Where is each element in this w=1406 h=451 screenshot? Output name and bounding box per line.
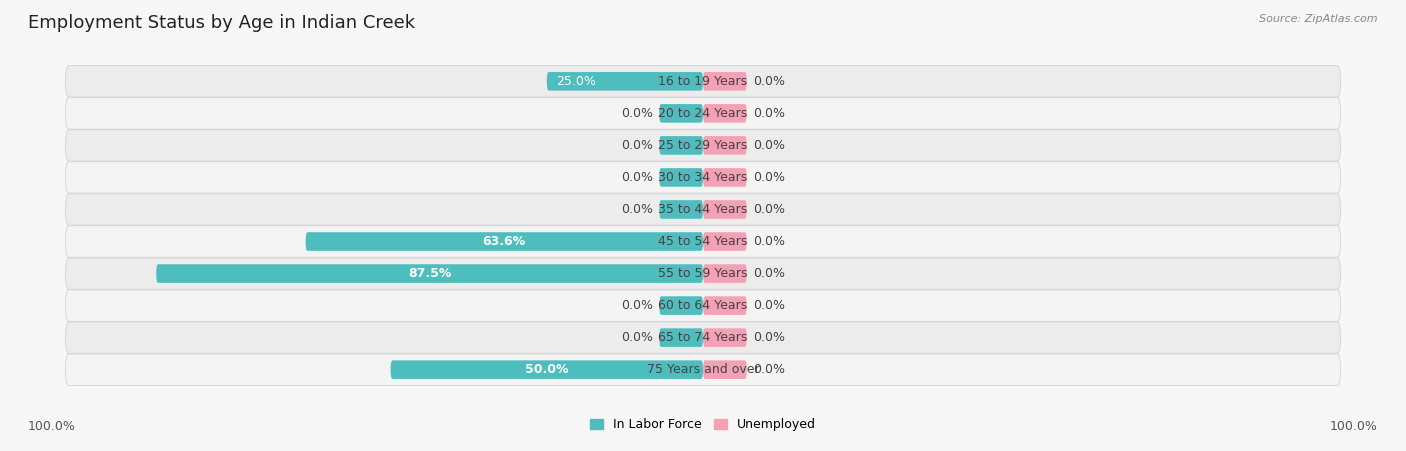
Text: 0.0%: 0.0% xyxy=(754,363,785,376)
FancyBboxPatch shape xyxy=(659,168,703,187)
Text: Source: ZipAtlas.com: Source: ZipAtlas.com xyxy=(1260,14,1378,23)
FancyBboxPatch shape xyxy=(703,328,747,347)
Text: 0.0%: 0.0% xyxy=(754,75,785,88)
FancyBboxPatch shape xyxy=(703,136,747,155)
Text: 30 to 34 Years: 30 to 34 Years xyxy=(658,171,748,184)
Text: 0.0%: 0.0% xyxy=(754,267,785,280)
FancyBboxPatch shape xyxy=(66,162,1340,193)
Text: 65 to 74 Years: 65 to 74 Years xyxy=(658,331,748,344)
FancyBboxPatch shape xyxy=(659,328,703,347)
Legend: In Labor Force, Unemployed: In Labor Force, Unemployed xyxy=(586,414,820,435)
Text: 45 to 54 Years: 45 to 54 Years xyxy=(658,235,748,248)
FancyBboxPatch shape xyxy=(659,296,703,315)
Text: 0.0%: 0.0% xyxy=(754,139,785,152)
FancyBboxPatch shape xyxy=(703,200,747,219)
FancyBboxPatch shape xyxy=(703,296,747,315)
FancyBboxPatch shape xyxy=(66,194,1340,225)
Text: 100.0%: 100.0% xyxy=(28,420,76,433)
Text: 87.5%: 87.5% xyxy=(408,267,451,280)
FancyBboxPatch shape xyxy=(66,290,1340,321)
FancyBboxPatch shape xyxy=(703,264,747,283)
Text: 0.0%: 0.0% xyxy=(754,299,785,312)
Text: 0.0%: 0.0% xyxy=(621,203,652,216)
FancyBboxPatch shape xyxy=(66,66,1340,97)
Text: 60 to 64 Years: 60 to 64 Years xyxy=(658,299,748,312)
FancyBboxPatch shape xyxy=(391,360,703,379)
Text: 50.0%: 50.0% xyxy=(524,363,568,376)
Text: 55 to 59 Years: 55 to 59 Years xyxy=(658,267,748,280)
FancyBboxPatch shape xyxy=(66,98,1340,129)
Text: 0.0%: 0.0% xyxy=(754,107,785,120)
FancyBboxPatch shape xyxy=(703,360,747,379)
FancyBboxPatch shape xyxy=(66,226,1340,257)
Text: 20 to 24 Years: 20 to 24 Years xyxy=(658,107,748,120)
Text: 0.0%: 0.0% xyxy=(754,235,785,248)
FancyBboxPatch shape xyxy=(703,232,747,251)
Text: 100.0%: 100.0% xyxy=(1330,420,1378,433)
Text: 25.0%: 25.0% xyxy=(557,75,596,88)
Text: 35 to 44 Years: 35 to 44 Years xyxy=(658,203,748,216)
FancyBboxPatch shape xyxy=(703,72,747,91)
FancyBboxPatch shape xyxy=(66,322,1340,353)
FancyBboxPatch shape xyxy=(659,104,703,123)
FancyBboxPatch shape xyxy=(547,72,703,91)
FancyBboxPatch shape xyxy=(659,136,703,155)
Text: 0.0%: 0.0% xyxy=(621,107,652,120)
FancyBboxPatch shape xyxy=(156,264,703,283)
Text: 0.0%: 0.0% xyxy=(754,171,785,184)
Text: 0.0%: 0.0% xyxy=(754,203,785,216)
FancyBboxPatch shape xyxy=(659,200,703,219)
FancyBboxPatch shape xyxy=(703,104,747,123)
FancyBboxPatch shape xyxy=(66,354,1340,385)
Text: Employment Status by Age in Indian Creek: Employment Status by Age in Indian Creek xyxy=(28,14,415,32)
Text: 16 to 19 Years: 16 to 19 Years xyxy=(658,75,748,88)
Text: 63.6%: 63.6% xyxy=(482,235,526,248)
Text: 0.0%: 0.0% xyxy=(621,139,652,152)
FancyBboxPatch shape xyxy=(305,232,703,251)
Text: 75 Years and over: 75 Years and over xyxy=(647,363,759,376)
FancyBboxPatch shape xyxy=(66,258,1340,289)
FancyBboxPatch shape xyxy=(66,130,1340,161)
Text: 0.0%: 0.0% xyxy=(754,331,785,344)
Text: 0.0%: 0.0% xyxy=(621,299,652,312)
Text: 0.0%: 0.0% xyxy=(621,171,652,184)
Text: 25 to 29 Years: 25 to 29 Years xyxy=(658,139,748,152)
Text: 0.0%: 0.0% xyxy=(621,331,652,344)
FancyBboxPatch shape xyxy=(703,168,747,187)
